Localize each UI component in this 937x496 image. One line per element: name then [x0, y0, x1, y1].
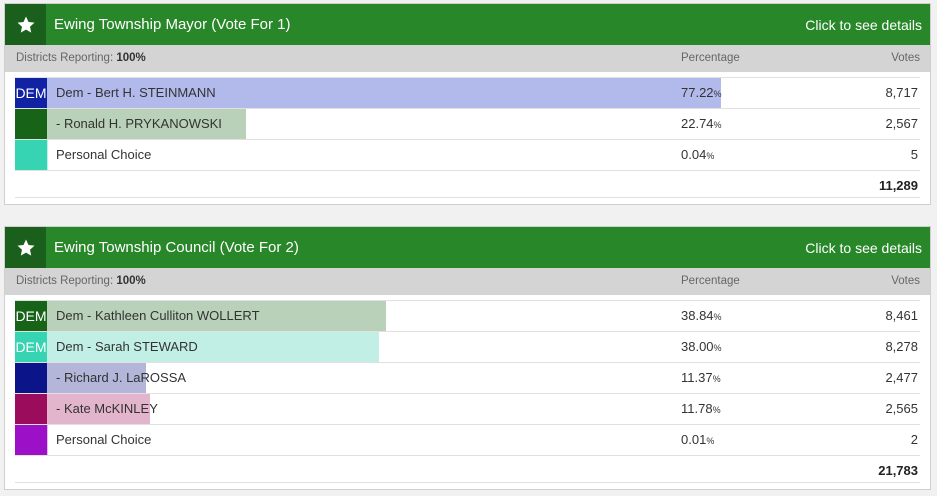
percentage-value: 0.04 [681, 147, 707, 162]
vote-share-bar [47, 332, 379, 362]
candidate-votes: 8,717 [885, 85, 918, 100]
candidate-name: Dem - Bert H. STEINMANN [56, 85, 216, 100]
candidate-votes: 8,461 [885, 308, 918, 323]
districts-label: Districts Reporting: [16, 52, 114, 64]
party-swatch: DEM [15, 332, 47, 362]
candidate-percentage: 11.37% [681, 370, 721, 385]
percent-sign: % [706, 151, 715, 161]
party-swatch: DEM [15, 78, 47, 108]
vote-share-bar [47, 109, 246, 139]
percent-sign: % [713, 312, 722, 322]
party-swatch [15, 140, 47, 170]
total-votes: 21,783 [878, 463, 918, 478]
candidate-percentage: 11.78% [681, 401, 721, 416]
districts-value: 100% [116, 275, 146, 287]
candidate-name: Dem - Sarah STEWARD [56, 339, 198, 354]
districts-value: 100% [116, 52, 146, 64]
vote-share-bar [47, 78, 722, 108]
candidate-name: - Ronald H. PRYKANOWSKI [56, 116, 222, 131]
vote-share-bar [47, 394, 150, 424]
districts-label: Districts Reporting: [16, 275, 114, 287]
candidate-row: DEM Dem - Bert H. STEINMANN 77.22% 8,717 [15, 77, 920, 109]
votes-header: Votes [891, 275, 920, 287]
info-row: Districts Reporting: 100% Percentage Vot… [5, 268, 930, 295]
info-row: Districts Reporting: 100% Percentage Vot… [5, 45, 930, 72]
percent-sign: % [706, 436, 715, 446]
districts-reporting: Districts Reporting: 100% [16, 52, 146, 64]
race-card-council: Ewing Township Council (Vote For 2) Clic… [4, 226, 931, 490]
candidate-row: DEM Dem - Kathleen Culliton WOLLERT 38.84%… [15, 300, 920, 332]
percentage-value: 77.22 [681, 85, 714, 100]
race-header[interactable]: Ewing Township Mayor (Vote For 1) Click … [5, 4, 930, 45]
candidate-row: DEM Dem - Sarah STEWARD 38.00% 8,278 [15, 332, 920, 363]
percent-sign: % [712, 374, 721, 384]
candidate-votes: 5 [910, 147, 918, 162]
race-title: Ewing Township Council (Vote For 2) [54, 239, 299, 256]
party-swatch [15, 394, 47, 424]
candidate-row: Personal Choice 0.04% 5 [15, 140, 920, 171]
candidate-percentage: 0.04% [681, 147, 714, 162]
percent-sign: % [712, 405, 721, 415]
candidate-votes: 2,477 [885, 370, 918, 385]
total-row: 21,783 [15, 456, 920, 483]
percentage-value: 22.74 [681, 116, 714, 131]
candidate-name: Dem - Kathleen Culliton WOLLERT [56, 308, 260, 323]
candidate-percentage: 77.22% [681, 85, 722, 100]
vote-share-bar [47, 363, 147, 393]
percent-sign: % [713, 343, 722, 353]
percent-sign: % [713, 89, 722, 99]
party-swatch [15, 109, 47, 139]
candidate-votes: 8,278 [885, 339, 918, 354]
candidate-row: - Ronald H. PRYKANOWSKI 22.74% 2,567 [15, 109, 920, 140]
star-icon[interactable] [5, 4, 46, 45]
star-icon[interactable] [5, 227, 46, 268]
percentage-value: 0.01 [681, 432, 707, 447]
candidate-name: Personal Choice [56, 147, 152, 162]
candidate-row: - Richard J. LaROSSA 11.37% 2,477 [15, 363, 920, 394]
candidate-percentage: 22.74% [681, 116, 722, 131]
candidate-name: - Kate McKINLEY [56, 401, 158, 416]
race-title: Ewing Township Mayor (Vote For 1) [54, 16, 291, 33]
percentage-value: 11.37 [681, 370, 713, 385]
details-link[interactable]: Click to see details [805, 16, 922, 33]
race-card-mayor: Ewing Township Mayor (Vote For 1) Click … [4, 3, 931, 205]
total-votes: 11,289 [878, 178, 918, 193]
vote-share-bar [47, 301, 387, 331]
candidate-votes: 2,565 [885, 401, 918, 416]
percentage-value: 38.00 [681, 339, 714, 354]
votes-header: Votes [891, 52, 920, 64]
race-header[interactable]: Ewing Township Council (Vote For 2) Clic… [5, 227, 930, 268]
candidate-percentage: 0.01% [681, 432, 714, 447]
candidate-percentage: 38.84% [681, 308, 722, 323]
candidate-row: - Kate McKINLEY 11.78% 2,565 [15, 394, 920, 425]
districts-reporting: Districts Reporting: 100% [16, 275, 146, 287]
percentage-value: 11.78 [681, 401, 713, 416]
candidate-percentage: 38.00% [681, 339, 722, 354]
details-link[interactable]: Click to see details [805, 239, 922, 256]
percentage-header: Percentage [681, 275, 740, 287]
candidate-list: DEM Dem - Kathleen Culliton WOLLERT 38.84%… [15, 300, 920, 456]
candidate-name: Personal Choice [56, 432, 152, 447]
percentage-value: 38.84 [681, 308, 714, 323]
candidate-name: - Richard J. LaROSSA [56, 370, 187, 385]
party-swatch [15, 425, 47, 455]
candidate-row: Personal Choice 0.01% 2 [15, 425, 920, 456]
party-swatch [15, 363, 47, 393]
party-swatch: DEM [15, 301, 47, 331]
total-row: 11,289 [15, 171, 920, 198]
candidate-votes: 2,567 [885, 116, 918, 131]
candidate-list: DEM Dem - Bert H. STEINMANN 77.22% 8,717 - R… [15, 77, 920, 171]
percentage-header: Percentage [681, 52, 740, 64]
candidate-votes: 2 [910, 432, 918, 447]
percent-sign: % [713, 120, 722, 130]
